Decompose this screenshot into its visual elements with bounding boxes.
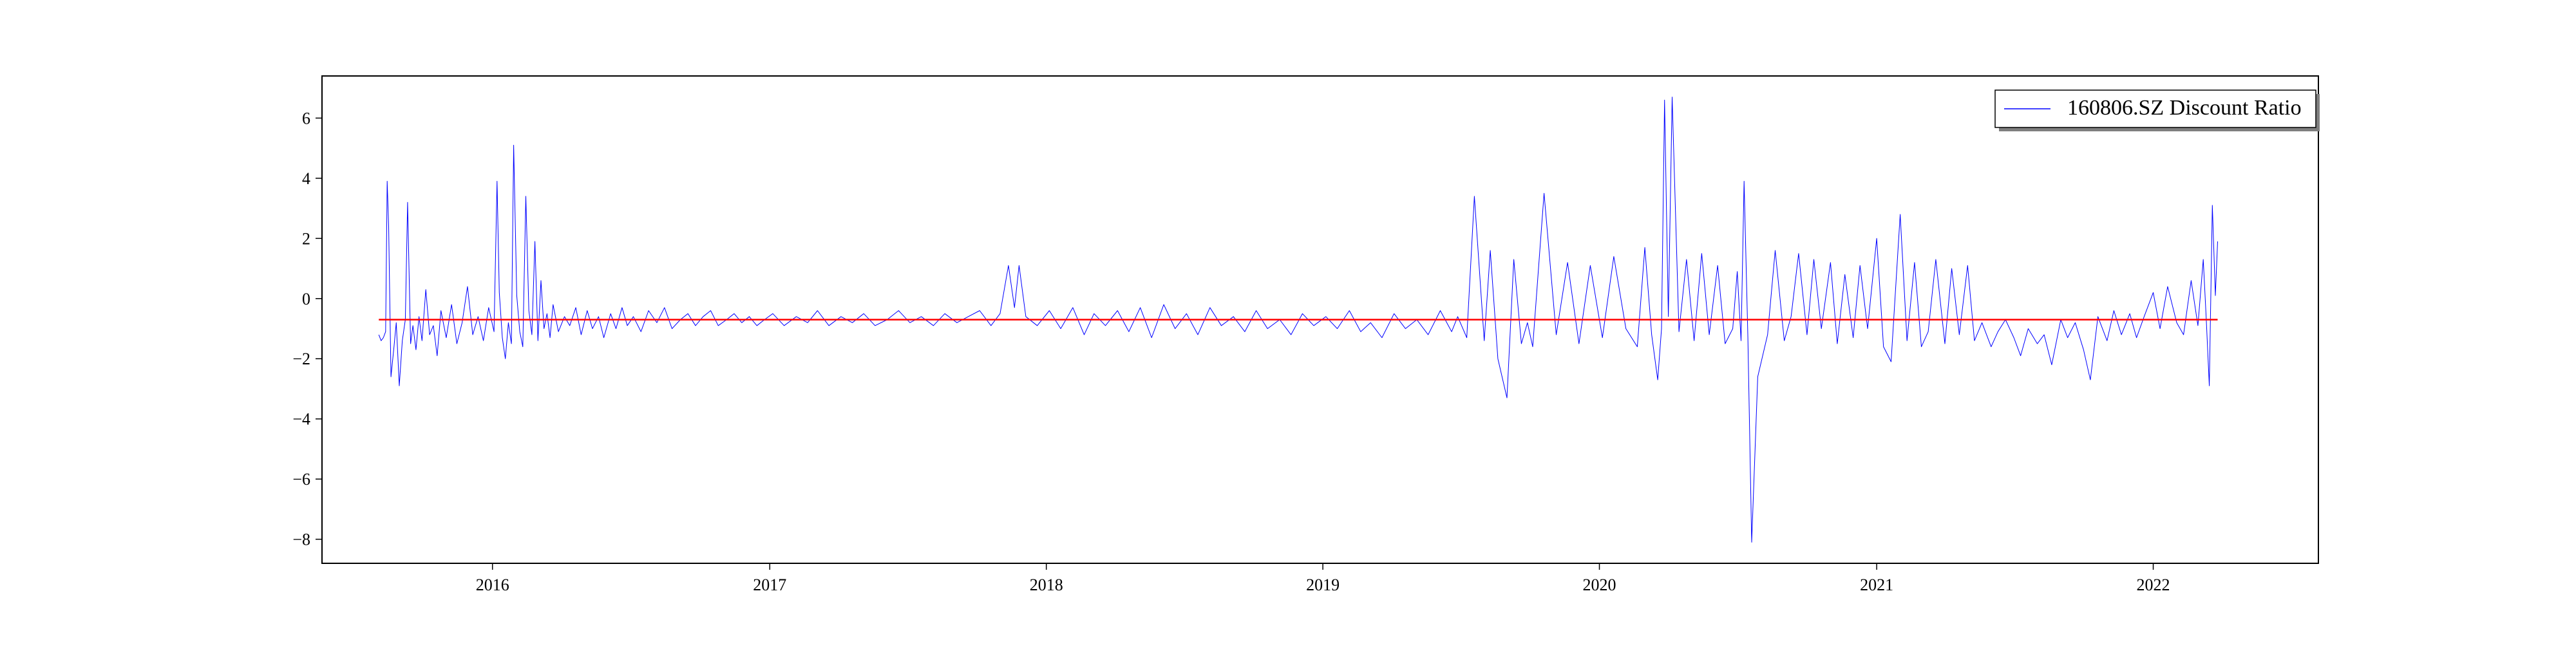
y-tick-label: 0	[302, 290, 310, 308]
axes: 2016 2017 2018 2019 2020 2021 2022 6 4 2 0 −2 −4 −6 −8	[292, 75, 2319, 594]
series-line-0	[378, 97, 2218, 543]
x-tick-label: 2021	[1860, 576, 1893, 594]
x-tick-label: 2020	[1583, 576, 1616, 594]
x-tick-label: 2017	[753, 576, 786, 594]
y-tick-label: 6	[302, 109, 310, 127]
y-tick-label: −8	[292, 530, 310, 549]
legend: 160806.SZ Discount Ratio	[1994, 89, 2320, 131]
x-tick-label: 2016	[476, 576, 509, 594]
plot-area	[378, 97, 2218, 543]
y-tick-label: −2	[292, 350, 310, 368]
axes-frame	[321, 75, 2319, 564]
x-tick-label: 2019	[1306, 576, 1340, 594]
legend-entry-label: 160806.SZ Discount Ratio	[2067, 96, 2302, 120]
y-tick-label: 4	[302, 169, 310, 188]
y-tick-label: 2	[302, 229, 310, 248]
y-tick-label: −6	[292, 470, 310, 489]
x-tick-label: 2018	[1030, 576, 1063, 594]
y-tick-label: −4	[292, 410, 310, 429]
x-tick-label: 2022	[2137, 576, 2170, 594]
